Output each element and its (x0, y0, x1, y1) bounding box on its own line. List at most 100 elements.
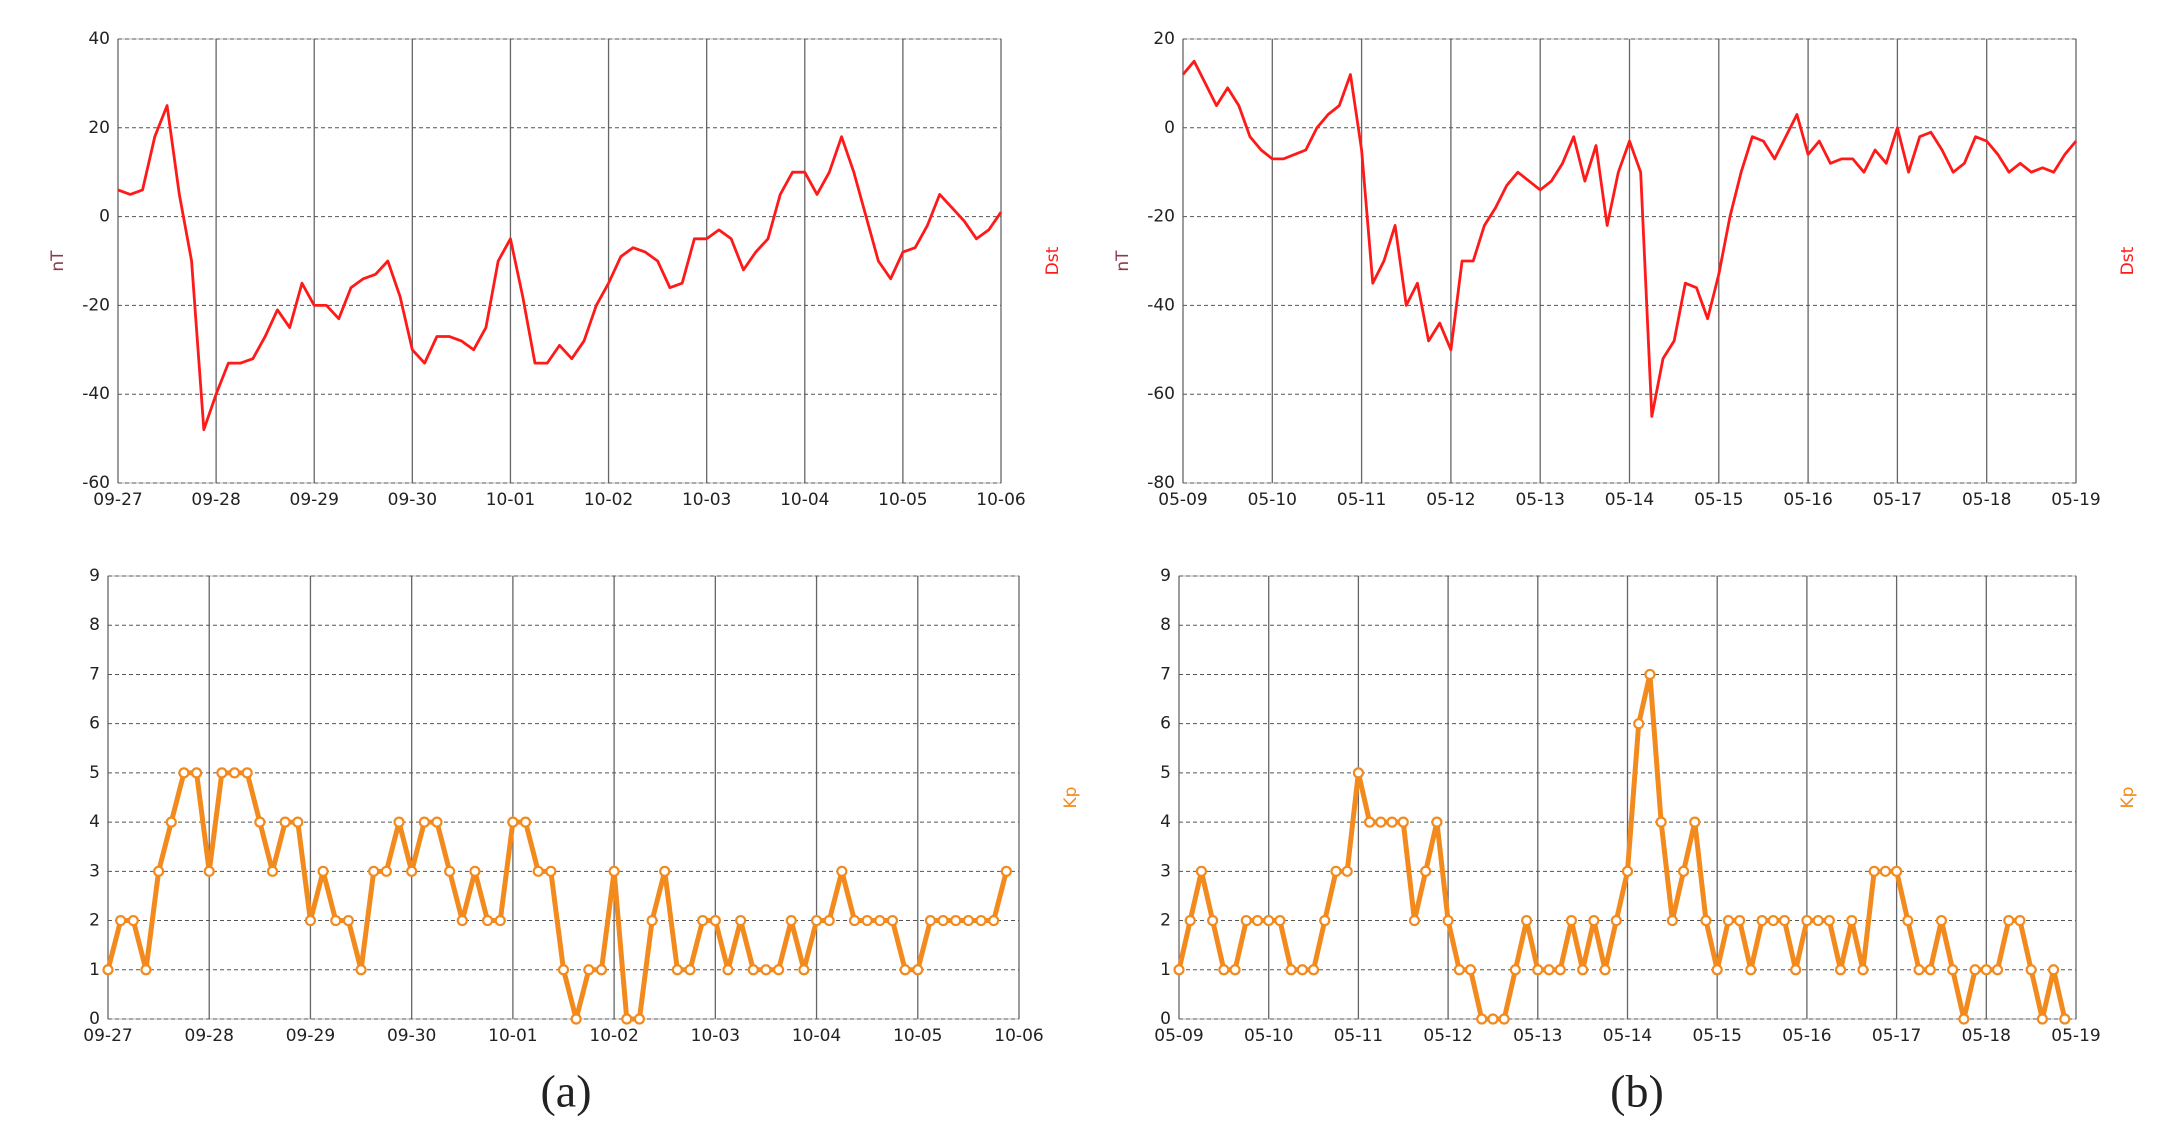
marker (583, 964, 595, 976)
y-tick-label: 0 (89, 1009, 100, 1029)
y-tick-label: 1 (89, 960, 100, 980)
marker (1823, 914, 1835, 927)
y-axis-label: nT (1113, 250, 1133, 272)
x-tick-label: 10-06 (994, 1026, 1043, 1046)
marker (1700, 914, 1712, 927)
marker (633, 1013, 646, 1025)
marker (355, 964, 367, 976)
marker (1274, 914, 1286, 927)
marker (722, 964, 734, 976)
y-tick-label: 9 (89, 566, 100, 586)
y-tick-label: 3 (1160, 861, 1171, 881)
marker (1778, 914, 1791, 927)
marker (1431, 816, 1443, 828)
marker (1621, 865, 1634, 877)
marker (1677, 865, 1690, 877)
marker (254, 816, 266, 828)
marker (1947, 964, 1959, 976)
series-line (1181, 59, 2078, 418)
marker (317, 865, 329, 877)
x-tick-label: 05-17 (1873, 490, 1922, 510)
marker (1453, 964, 1465, 976)
series-line (1176, 671, 2068, 1022)
marker (1173, 964, 1185, 976)
marker (266, 865, 279, 877)
x-tick-label: 09-29 (290, 490, 339, 510)
marker (810, 914, 823, 927)
marker (304, 914, 317, 927)
marker (1991, 964, 2004, 976)
marker (621, 1013, 633, 1025)
y-tick-label: -20 (82, 295, 110, 315)
x-tick-label: 05-14 (1603, 1026, 1652, 1046)
marker (481, 914, 494, 927)
marker (1464, 964, 1477, 976)
x-tick-label: 05-09 (1154, 1026, 1203, 1046)
marker (393, 816, 405, 828)
x-tick-label: 05-09 (1158, 490, 1207, 510)
y-tick-label: -80 (1147, 473, 1175, 493)
y-tick-label: 0 (99, 207, 110, 227)
y-tick-label: 6 (89, 714, 100, 734)
marker (153, 865, 165, 877)
marker (444, 865, 456, 877)
marker (1352, 767, 1365, 779)
marker (1935, 914, 1948, 927)
marker (545, 865, 557, 877)
marker (1375, 816, 1387, 828)
marker (1633, 718, 1645, 730)
marker (1812, 914, 1824, 927)
marker (1790, 964, 1802, 976)
marker (1666, 914, 1678, 927)
x-tick-label: 10-05 (893, 1026, 942, 1046)
marker (937, 914, 949, 927)
marker (507, 816, 519, 828)
marker (1834, 964, 1847, 976)
x-tick-label: 09-28 (185, 1026, 234, 1046)
y-tick-label: 2 (89, 911, 100, 931)
marker (1745, 964, 1757, 976)
marker (2014, 914, 2026, 927)
x-tick-label: 05-13 (1513, 1026, 1562, 1046)
marker (1498, 1013, 1510, 1025)
marker (494, 914, 506, 927)
x-tick-label: 05-11 (1337, 490, 1386, 510)
marker (431, 816, 443, 828)
x-tick-label: 05-14 (1605, 490, 1654, 510)
x-tick-label: 05-19 (2051, 1026, 2100, 1046)
marker (1330, 865, 1342, 877)
marker (785, 914, 797, 927)
marker (406, 865, 418, 877)
x-tick-label: 10-04 (792, 1026, 841, 1046)
marker (570, 1013, 582, 1025)
marker (709, 914, 721, 927)
y-tick-label: -60 (1147, 384, 1175, 404)
marker (2059, 1013, 2071, 1025)
marker (102, 964, 114, 976)
marker (747, 964, 759, 976)
marker (988, 914, 1000, 927)
x-tick-label: 10-01 (488, 1026, 537, 1046)
marker (1509, 964, 1521, 976)
marker (1655, 816, 1667, 828)
marker (1285, 964, 1297, 976)
marker (1207, 914, 1219, 927)
marker (1879, 865, 1891, 877)
marker (671, 964, 683, 976)
x-tick-label: 10-02 (589, 1026, 638, 1046)
x-tick-label: 09-27 (93, 490, 142, 510)
x-tick-label: 10-03 (691, 1026, 740, 1046)
marker (216, 767, 228, 779)
marker (368, 865, 380, 877)
marker (886, 914, 899, 927)
y-tick-label: 7 (1160, 664, 1171, 684)
series-label: Dst (1043, 246, 1063, 275)
marker (115, 914, 127, 927)
marker (1913, 964, 1925, 976)
marker (178, 767, 190, 779)
y-tick-label: -40 (82, 384, 110, 404)
marker (1397, 816, 1409, 828)
marker (469, 865, 481, 877)
marker (1756, 914, 1768, 927)
